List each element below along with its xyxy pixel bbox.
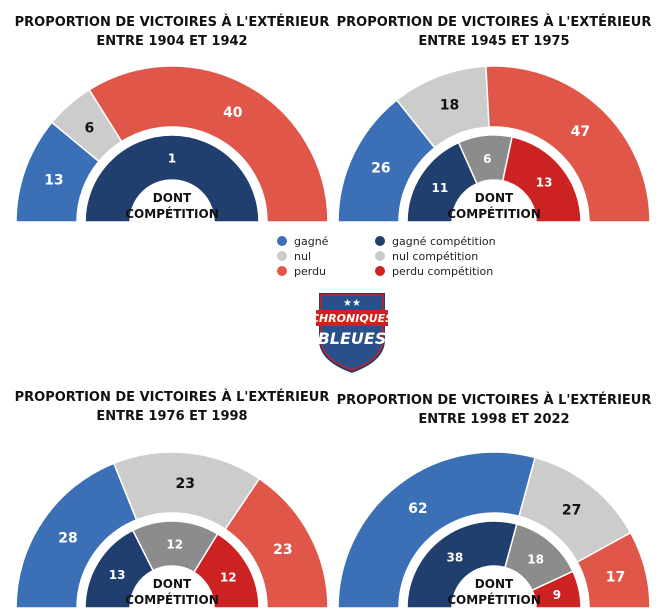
outer-label-nul: 23 — [176, 476, 195, 492]
chart-title-line2: ENTRE 1904 ET 1942 — [96, 34, 247, 49]
center-label-line1: DONT — [153, 577, 192, 591]
legend-swatch-perdu — [277, 266, 287, 276]
legend-swatch-gagne-competition — [375, 236, 385, 246]
legend-swatch-nul-competition — [375, 251, 385, 261]
legend-swatch-nul — [277, 251, 287, 261]
outer-label-perdu: 17 — [606, 570, 625, 586]
inner-label-gagne-competition: 1 — [168, 152, 176, 166]
center-label-line2: COMPÉTITION — [447, 592, 541, 607]
outer-slice-perdu — [576, 531, 651, 609]
chart-title-line1: PROPORTION DE VICTOIRES À L'EXTÉRIEUR — [15, 14, 330, 30]
logo-line1: CHRONIQUES — [311, 312, 393, 325]
legend: gagné nul perdu gagné compétition nul compét… — [277, 235, 496, 278]
inner-label-nul-competition: 12 — [166, 538, 183, 552]
inner-label-gagne-competition: 11 — [432, 181, 449, 195]
outer-label-gagne: 26 — [371, 161, 390, 177]
outer-label-perdu: 47 — [571, 124, 590, 140]
inner-label-gagne-competition: 38 — [446, 551, 463, 565]
center-label-line2: COMPÉTITION — [125, 592, 219, 607]
center-hole — [452, 180, 536, 222]
legend-label-perdu: perdu — [294, 265, 326, 278]
outer-label-nul: 6 — [84, 121, 94, 137]
outer-label-gagne: 62 — [408, 501, 427, 517]
center-label-line2: COMPÉTITION — [447, 206, 541, 221]
chart-title-line2: ENTRE 1945 ET 1975 — [418, 34, 569, 49]
center-label-line1: DONT — [153, 191, 192, 205]
center-hole — [452, 566, 536, 608]
outer-label-perdu: 40 — [223, 105, 243, 121]
legend-label-gagne-competition: gagné compétition — [392, 235, 496, 248]
logo-line2: BLEUES — [318, 329, 387, 348]
outer-slice-gagne — [337, 451, 537, 609]
logo-stars: ★★ — [343, 298, 361, 309]
legend-swatch-gagne — [277, 236, 287, 246]
chart-title-line1: PROPORTION DE VICTOIRES À L'EXTÉRIEUR — [337, 392, 652, 408]
logo-banner — [316, 310, 388, 326]
center-label-line2: COMPÉTITION — [125, 206, 219, 221]
legend-label-nul-competition: nul compétition — [392, 250, 478, 263]
inner-label-perdu-competition: 12 — [220, 571, 237, 585]
chart-1998-2022: PROPORTION DE VICTOIRES À L'EXTÉRIEUR ENT… — [337, 392, 652, 609]
chart-1945-1975: PROPORTION DE VICTOIRES À L'EXTÉRIEUR ENT… — [337, 14, 652, 223]
chart-title-line1: PROPORTION DE VICTOIRES À L'EXTÉRIEUR — [15, 389, 330, 405]
chroniques-bleues-logo: ★★ CHRONIQUES BLEUES — [311, 291, 393, 376]
center-hole — [130, 180, 214, 222]
legend-label-nul: nul — [294, 250, 311, 263]
legend-label-perdu-competition: perdu compétition — [392, 265, 493, 278]
chart-title-line2: ENTRE 1998 ET 2022 — [418, 412, 569, 427]
outer-label-gagne: 13 — [44, 172, 63, 188]
outer-slice-perdu — [485, 65, 651, 223]
legend-swatch-perdu-competition — [375, 266, 385, 276]
legend-label-gagne: gagné — [294, 235, 329, 248]
center-hole — [130, 566, 214, 608]
chart-title-line1: PROPORTION DE VICTOIRES À L'EXTÉRIEUR — [337, 14, 652, 30]
outer-label-nul: 27 — [562, 502, 581, 518]
outer-label-nul: 18 — [440, 98, 459, 114]
center-label-line1: DONT — [475, 577, 514, 591]
chart-title-line2: ENTRE 1976 ET 1998 — [96, 409, 247, 424]
inner-label-perdu-competition: 9 — [553, 588, 561, 602]
inner-label-nul-competition: 18 — [527, 553, 544, 567]
outer-label-gagne: 28 — [58, 531, 77, 547]
chart-1904-1942: PROPORTION DE VICTOIRES À L'EXTÉRIEUR ENT… — [15, 14, 330, 223]
outer-slice-perdu — [224, 477, 329, 609]
outer-label-perdu: 23 — [273, 542, 292, 558]
inner-label-perdu-competition: 13 — [536, 175, 553, 189]
outer-slice-perdu — [88, 65, 329, 223]
inner-label-nul-competition: 6 — [483, 152, 491, 166]
chart-1976-1998: PROPORTION DE VICTOIRES À L'EXTÉRIEUR ENT… — [15, 389, 330, 609]
inner-label-gagne-competition: 13 — [109, 568, 126, 582]
center-label-line1: DONT — [475, 191, 514, 205]
